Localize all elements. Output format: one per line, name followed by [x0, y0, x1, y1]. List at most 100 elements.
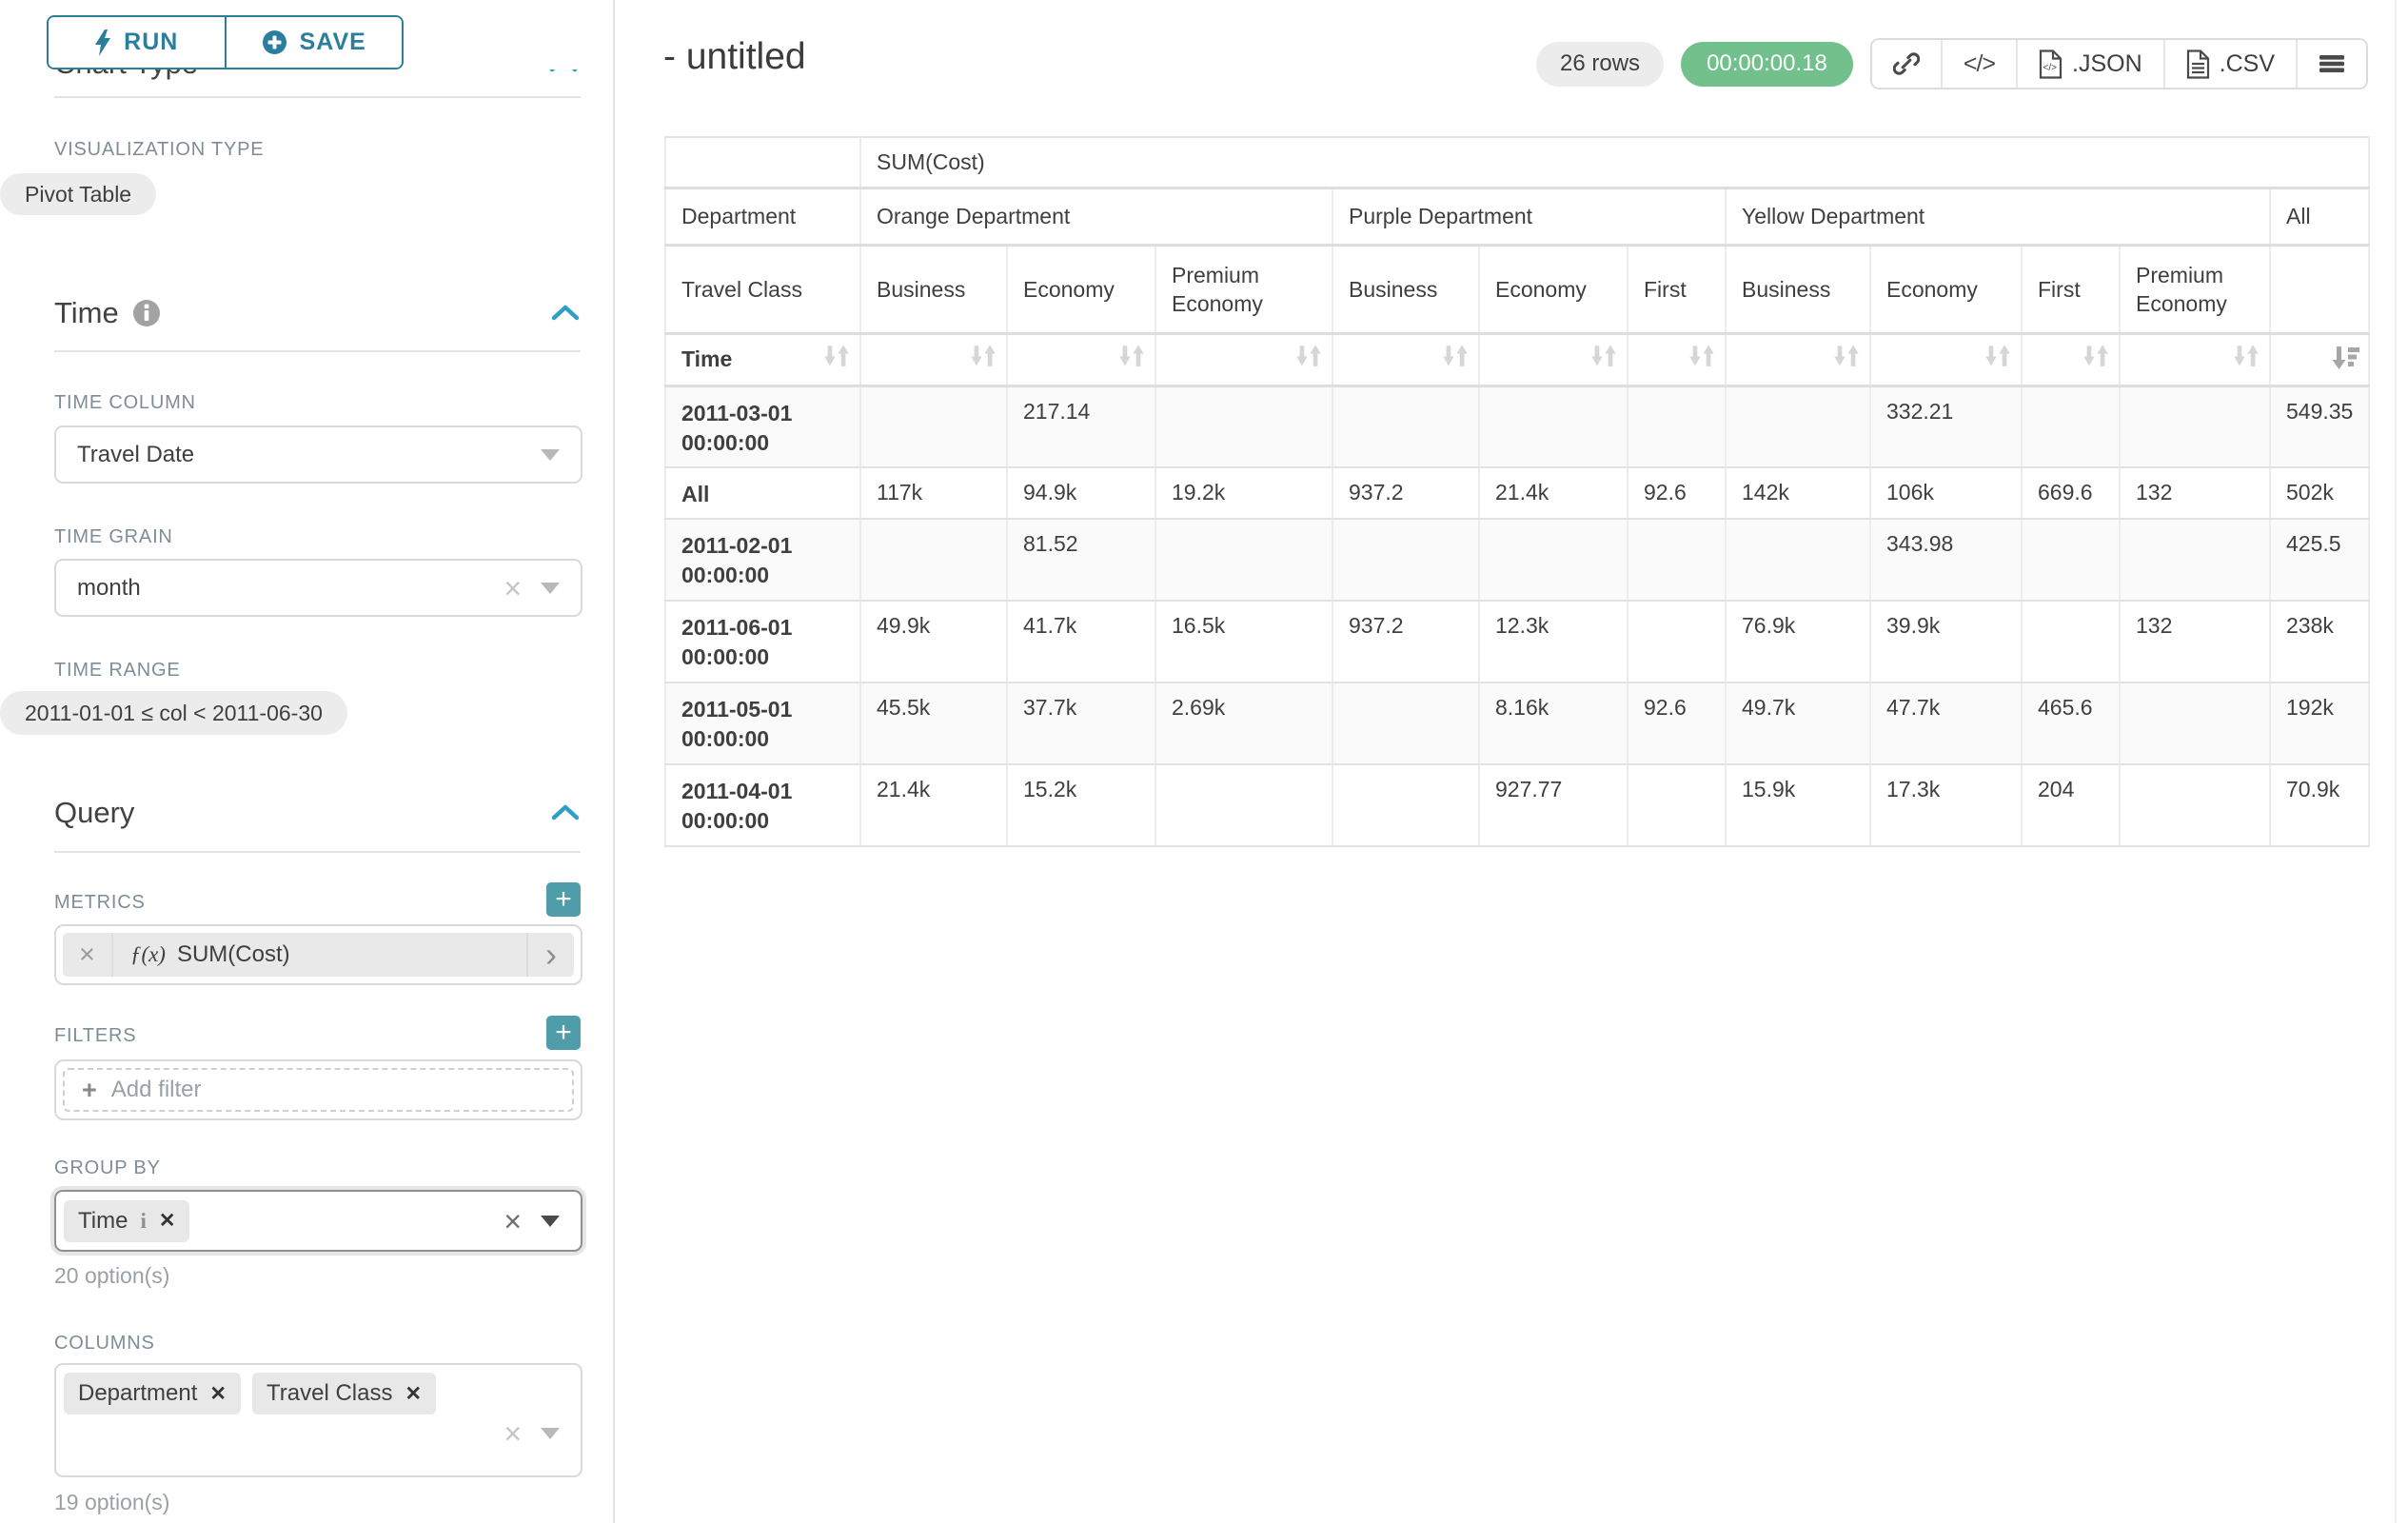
column-sort-header: [1155, 332, 1333, 387]
export-csv-button[interactable]: .CSV: [2162, 40, 2296, 88]
pivot-cell: [2119, 518, 2271, 602]
travel-class-header: Economy: [1006, 244, 1156, 335]
all-column-sort-header: [2269, 332, 2370, 387]
chevron-right-icon[interactable]: ›: [526, 933, 574, 977]
sort-icon[interactable]: [1440, 344, 1470, 375]
results-panel: - untitled 26 rows 00:00:00.18 </>: [617, 0, 2408, 1523]
hamburger-menu-icon: [2319, 55, 2344, 72]
query-section-heading: Query: [54, 796, 135, 829]
remove-tag-icon[interactable]: ✕: [209, 1382, 227, 1405]
export-json-label: .JSON: [2072, 49, 2142, 77]
sort-descending-icon[interactable]: [2332, 344, 2360, 376]
sort-icon[interactable]: [2231, 344, 2261, 375]
add-metric-button[interactable]: +: [546, 882, 581, 917]
group-by-select[interactable]: Time i ✕ ×: [54, 1190, 582, 1252]
pivot-cell: 49.7k: [1725, 682, 1871, 765]
table-row: 2011-02-01 00:00:00 81.52 343.98 425.5: [664, 518, 2370, 602]
sort-icon[interactable]: [1589, 344, 1619, 375]
time-column-select[interactable]: Travel Date: [54, 425, 582, 484]
pivot-cell: [1627, 600, 1727, 683]
pivot-cell: 502k: [2269, 466, 2370, 520]
sort-icon[interactable]: [1687, 344, 1717, 375]
sort-cell: [1334, 344, 1477, 375]
metric-pill[interactable]: × ƒ(x) SUM(Cost) ›: [63, 933, 574, 977]
empty-header-cell: [2269, 244, 2370, 335]
pivot-cell: [2021, 600, 2121, 683]
all-column-header: All: [2269, 187, 2370, 247]
remove-tag-icon[interactable]: ✕: [405, 1382, 423, 1405]
sort-icon[interactable]: [1293, 344, 1324, 375]
pivot-cell: 41.7k: [1006, 600, 1156, 683]
clear-icon[interactable]: ×: [503, 1416, 522, 1451]
sort-icon[interactable]: [1831, 344, 1862, 375]
pivot-cell: 465.6: [2021, 682, 2121, 765]
pivot-cell: 45.5k: [859, 682, 1008, 765]
json-file-icon: </>: [2039, 49, 2063, 79]
dimension-tag[interactable]: Department ✕: [64, 1373, 241, 1414]
column-sort-header: [1627, 332, 1727, 387]
columns-select[interactable]: Department ✕ Travel Class ✕ ×: [54, 1363, 582, 1477]
caret-down-icon: [541, 448, 560, 461]
dimension-tag[interactable]: Time i ✕: [64, 1199, 190, 1242]
remove-tag-icon[interactable]: ✕: [158, 1210, 176, 1232]
column-sort-header: [859, 332, 1008, 387]
export-json-button[interactable]: </> .JSON: [2016, 40, 2163, 88]
table-row: 2011-04-01 00:00:00 21.4k 15.2k 927.77 15.9k…: [664, 763, 2370, 847]
pivot-cell: 204: [2021, 763, 2121, 847]
time-section-heading: Time: [54, 296, 119, 329]
dimension-tag[interactable]: Travel Class ✕: [252, 1373, 437, 1414]
sort-icon[interactable]: [1983, 344, 2013, 375]
sort-icon[interactable]: [821, 344, 852, 375]
add-filter-button[interactable]: + Add filter: [63, 1068, 574, 1112]
time-sort-cell: Time: [681, 344, 859, 375]
metric-header: SUM(Cost): [859, 136, 2370, 189]
run-button[interactable]: RUN: [49, 17, 225, 68]
visualization-type-pill[interactable]: Pivot Table: [0, 173, 157, 215]
pivot-row-header: 2011-02-01 00:00:00: [664, 518, 861, 602]
pivot-cell: 332.21: [1869, 385, 2023, 468]
menu-button[interactable]: [2296, 40, 2366, 88]
sort-icon[interactable]: [2081, 344, 2111, 375]
column-sort-header: [1869, 332, 2023, 387]
time-range-pill[interactable]: 2011-01-01 ≤ col < 2011-06-30: [0, 691, 347, 735]
filters-label: FILTERS: [54, 1025, 137, 1046]
sort-cell: [1157, 344, 1331, 375]
clear-icon[interactable]: ×: [503, 1203, 522, 1238]
run-save-button-group: RUN SAVE: [47, 15, 404, 69]
save-button[interactable]: SAVE: [224, 17, 402, 68]
svg-text:</>: </>: [2043, 63, 2058, 73]
view-query-button[interactable]: </>: [1940, 40, 2017, 88]
caret-down-icon: [541, 582, 560, 594]
chevron-up-icon[interactable]: [550, 803, 581, 822]
time-grain-label: TIME GRAIN: [54, 526, 173, 547]
pivot-cell: 106k: [1869, 466, 2023, 520]
pivot-cell: 92.6: [1627, 682, 1727, 765]
pivot-cell: 937.2: [1332, 600, 1480, 683]
export-csv-label: .CSV: [2219, 49, 2275, 77]
sort-cell: [2122, 344, 2268, 375]
travel-class-header: Premium Economy: [1155, 244, 1333, 335]
clear-icon[interactable]: ×: [503, 570, 522, 605]
pivot-cell: [2119, 385, 2271, 468]
copy-link-button[interactable]: [1871, 40, 1941, 88]
sort-icon[interactable]: [968, 344, 998, 375]
visualization-type-label: VISUALIZATION TYPE: [54, 139, 265, 160]
pivot-cell: 15.9k: [1725, 763, 1871, 847]
column-sort-header: [1006, 332, 1156, 387]
department-group-header: Orange Department: [859, 187, 1333, 247]
chart-title[interactable]: - untitled: [663, 36, 806, 77]
sort-icon[interactable]: [1116, 344, 1147, 375]
add-filter-plus-button[interactable]: +: [546, 1016, 581, 1050]
chevron-up-icon[interactable]: [550, 304, 581, 323]
pivot-cell: [1725, 385, 1871, 468]
query-status-toolbar: 26 rows 00:00:00.18 </>: [1536, 38, 2368, 89]
code-icon: </>: [1963, 49, 1996, 77]
department-row-label: Department: [664, 187, 861, 247]
sort-cell: [1629, 344, 1724, 375]
pivot-cell: 12.3k: [1478, 600, 1628, 683]
remove-metric-icon[interactable]: ×: [63, 933, 113, 977]
time-column-value: Travel Date: [77, 441, 195, 467]
pivot-cell: [2119, 682, 2271, 765]
time-grain-select[interactable]: month ×: [54, 559, 582, 617]
scrollbar-track[interactable]: [2395, 0, 2397, 1523]
